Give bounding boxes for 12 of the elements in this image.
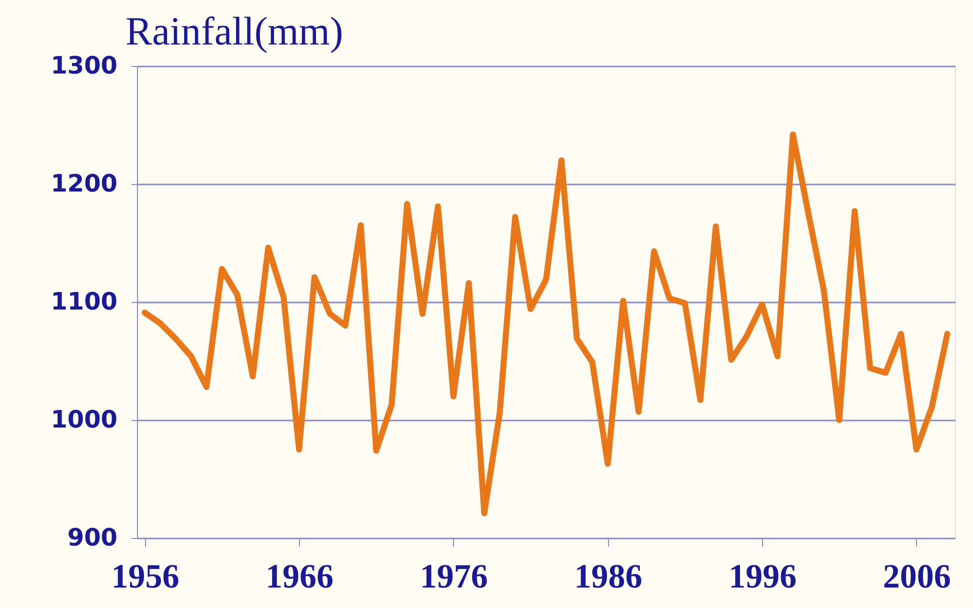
x-tick-label: 1986 (574, 558, 642, 596)
y-tick-label: 1300 (50, 52, 118, 80)
y-tick-label: 1200 (50, 170, 118, 198)
y-tick-label: 1000 (50, 406, 118, 434)
x-tick-label: 1966 (266, 558, 334, 596)
y-tick-label: 900 (67, 524, 118, 552)
x-tick-label: 1976 (420, 558, 488, 596)
x-tick-label: 1956 (111, 558, 180, 596)
y-tick-label: 1100 (50, 288, 118, 316)
y-axis-title: Rainfall(mm) (126, 8, 344, 54)
x-tick-label: 1996 (728, 558, 797, 596)
x-tick-label: 2006 (882, 558, 951, 596)
